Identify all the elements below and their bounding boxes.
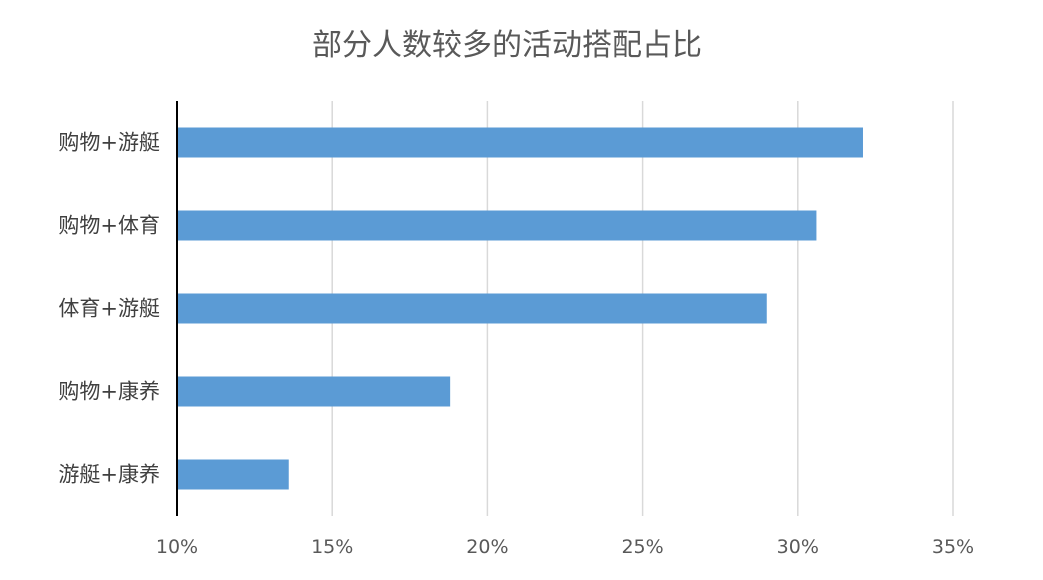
x-tick-label: 10% [156,536,198,558]
bar [177,459,289,490]
bar [177,210,817,241]
category-label: 游艇+康养 [58,463,160,487]
category-label: 购物+康养 [58,380,160,404]
chart-title: 部分人数较多的活动搭配占比 [312,28,702,63]
labels: 10% 15% 20% 25% 30% 35% 购物+游艇购物+体育体育+游艇购物+康养游艇… [58,131,974,559]
x-tick-label: 25% [621,536,663,558]
bars [177,127,863,490]
x-tick-label: 35% [932,536,974,558]
category-label: 体育+游艇 [58,297,160,321]
bar [177,293,767,324]
x-tick-label: 30% [777,536,819,558]
category-label: 购物+游艇 [58,131,160,155]
x-tick-label: 15% [311,536,353,558]
bar [177,376,451,407]
x-tick-label: 20% [466,536,508,558]
bar [177,127,863,158]
category-label: 购物+体育 [58,214,160,238]
